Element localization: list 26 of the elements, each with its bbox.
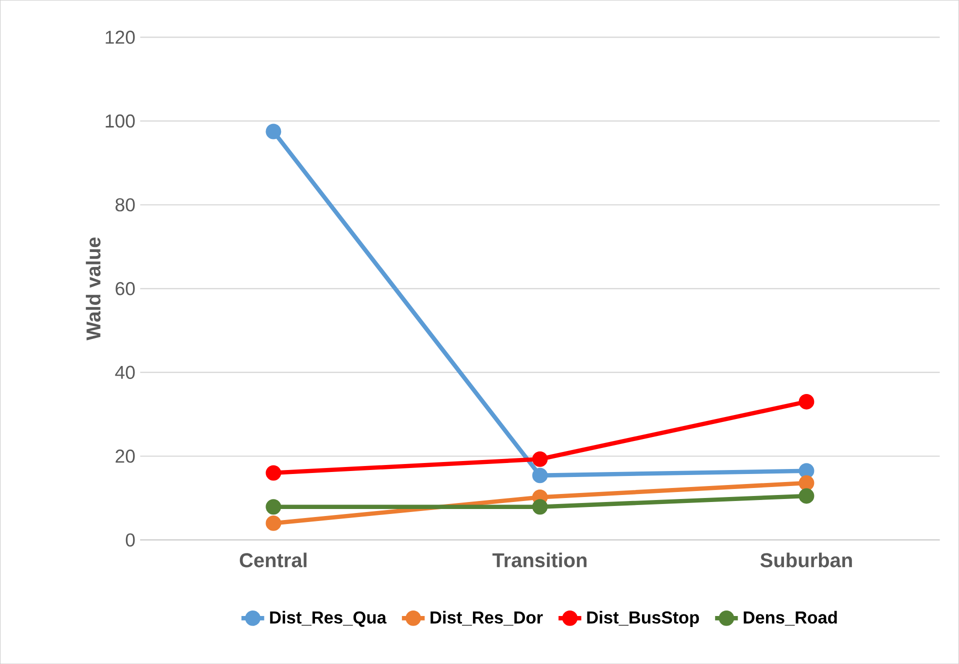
point [266, 499, 282, 515]
point [798, 394, 814, 410]
y-tick-label: 120 [106, 30, 135, 44]
y-axis-title: Wald value [86, 237, 101, 340]
legend-label: Dist_BusStop [587, 610, 699, 627]
point [532, 499, 548, 515]
point [532, 451, 548, 467]
y-tick-label: 80 [116, 198, 135, 212]
legend-label: Dist_Res_Qua [270, 610, 387, 627]
point [798, 475, 814, 491]
legend-label: Dens_Road [744, 610, 837, 626]
x-tick-label: Suburban [760, 552, 852, 568]
x-tick-label: Central [240, 552, 306, 568]
point [266, 465, 282, 481]
point [266, 515, 282, 531]
y-tick-label: 40 [115, 366, 135, 379]
y-tick-label: 20 [116, 449, 135, 463]
point [266, 124, 282, 140]
y-tick-label: 0 [126, 533, 135, 546]
y-tick-label: 100 [106, 114, 135, 128]
x-tick-label: Transition [492, 552, 586, 568]
point [532, 468, 548, 484]
legend-label: Dist_Res_Dor [430, 610, 543, 626]
point [798, 488, 814, 504]
point [798, 463, 814, 478]
y-tick-label: 60 [116, 282, 135, 296]
